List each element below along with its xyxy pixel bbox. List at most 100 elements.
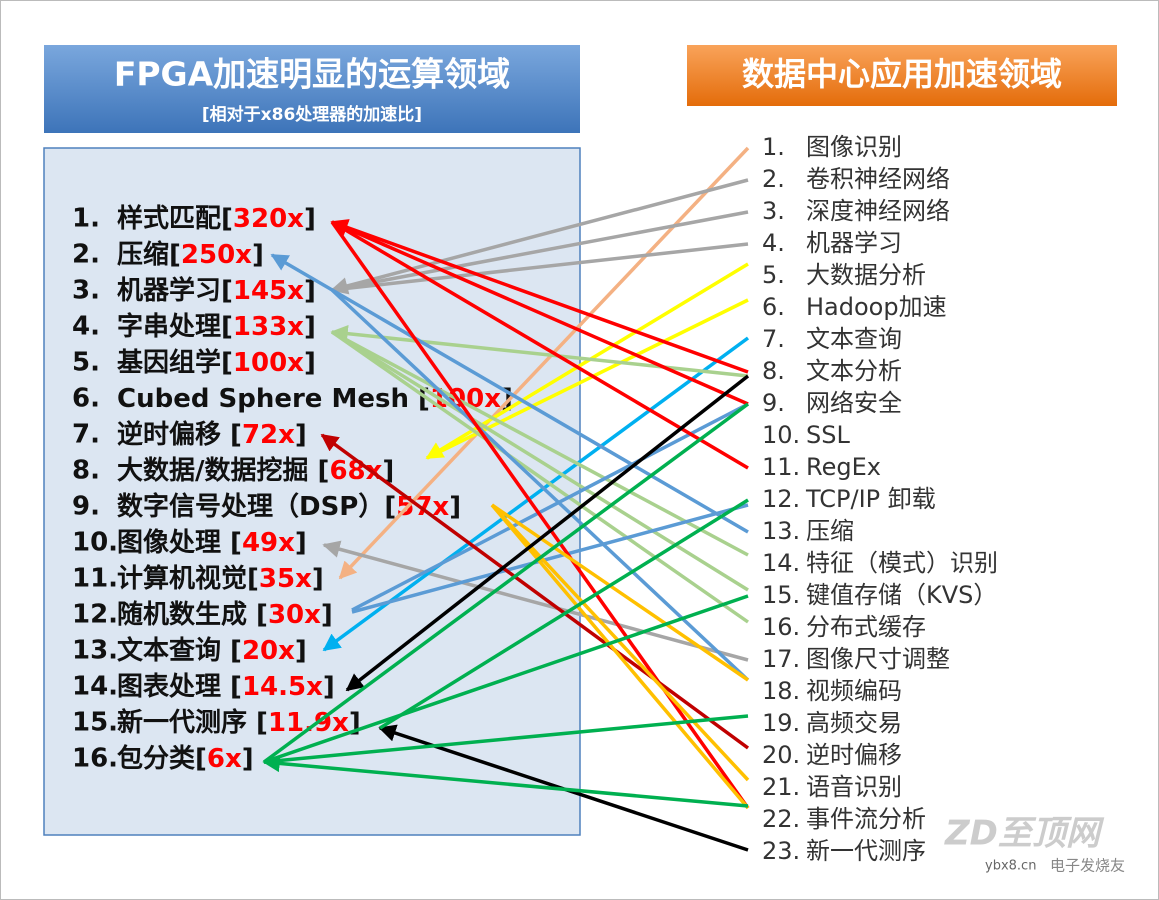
item-label: 字串处理[133x] bbox=[117, 311, 316, 342]
item-number: 7. bbox=[762, 325, 785, 353]
left-list: 1. 样式匹配[320x] 2. 压缩[250x] 3. 机器学习[145x] 4. 字串处理… bbox=[72, 203, 513, 774]
item-number: 19. bbox=[762, 709, 800, 737]
item-bracket: ] bbox=[242, 744, 254, 774]
item-label: 高频交易 bbox=[806, 709, 902, 737]
speedup: 145x bbox=[233, 276, 304, 306]
item-label: 图表处理 [14.5x] bbox=[117, 672, 335, 702]
left-panel bbox=[43, 147, 581, 836]
connector bbox=[330, 324, 749, 378]
item-number: 10. bbox=[72, 528, 118, 558]
item-number: 5. bbox=[762, 261, 785, 289]
connector bbox=[351, 402, 749, 612]
item-number: 13. bbox=[762, 517, 800, 545]
item-label: 机器学习[145x] bbox=[117, 275, 316, 306]
item-number: 9. bbox=[72, 492, 100, 522]
item-bracket: ] bbox=[449, 492, 461, 522]
speedup: 35x bbox=[259, 564, 312, 594]
item-number: 6. bbox=[762, 293, 785, 321]
item-number: 4. bbox=[72, 312, 100, 342]
left-subtitle: [相对于x86处理器的加速比] bbox=[202, 104, 422, 125]
item-bracket: ] bbox=[295, 636, 307, 666]
connector bbox=[322, 540, 749, 662]
left-header-box bbox=[44, 45, 580, 133]
item-name: 图表处理 [ bbox=[117, 672, 242, 702]
item-bracket: ] bbox=[304, 276, 316, 306]
item-name: 数字信号处理（DSP）[ bbox=[117, 491, 396, 522]
speedup: 320x bbox=[233, 204, 304, 234]
item-label: 视频编码 bbox=[806, 677, 902, 705]
item-name: 字串处理[ bbox=[117, 311, 233, 342]
item-label: 逆时偏移 bbox=[806, 741, 902, 769]
item-label: RegEx bbox=[806, 453, 881, 481]
item-number: 15. bbox=[72, 708, 118, 738]
connector bbox=[331, 330, 749, 557]
item-number: 1. bbox=[762, 133, 785, 161]
item-label: 文本查询 [20x] bbox=[117, 635, 307, 666]
item-name: 计算机视觉[ bbox=[117, 563, 259, 594]
watermark: ZD至顶网 bbox=[944, 814, 1105, 854]
item-bracket: ] bbox=[312, 564, 324, 594]
connector bbox=[270, 253, 749, 534]
item-number: 23. bbox=[762, 837, 800, 865]
speedup: 72x bbox=[242, 420, 295, 450]
speedup: 6x bbox=[207, 744, 242, 774]
item-label: 网络安全 bbox=[806, 389, 902, 417]
speedup: 14.5x bbox=[242, 672, 323, 702]
item-number: 20. bbox=[762, 741, 800, 769]
item-label: 压缩 bbox=[806, 517, 854, 545]
item-name: 新一代测序 [ bbox=[117, 707, 268, 738]
right-header-box bbox=[687, 45, 1117, 106]
item-bracket: ] bbox=[295, 528, 307, 558]
item-name: 样式匹配[ bbox=[117, 203, 233, 234]
item-label: 卷积神经网络 bbox=[806, 165, 950, 193]
item-label: TCP/IP 卸载 bbox=[805, 485, 936, 513]
connector bbox=[330, 330, 750, 624]
item-name: 文本查询 [ bbox=[117, 635, 242, 666]
item-label: 数字信号处理（DSP）[57x] bbox=[117, 491, 461, 522]
item-label: 文本查询 bbox=[806, 325, 902, 353]
speedup: 49x bbox=[242, 528, 295, 558]
item-number: 16. bbox=[762, 613, 800, 641]
item-label: 随机数生成 [30x] bbox=[117, 599, 333, 630]
item-label: 特征（模式）识别 bbox=[806, 549, 998, 577]
item-number: 14. bbox=[762, 549, 800, 577]
connector bbox=[331, 210, 749, 292]
item-number: 5. bbox=[72, 348, 100, 378]
item-number: 16. bbox=[72, 744, 118, 774]
speedup: 100x bbox=[233, 348, 304, 378]
connector bbox=[330, 288, 750, 682]
item-label: 逆时偏移 [72x] bbox=[117, 419, 307, 450]
item-label: 文本分析 bbox=[806, 357, 902, 385]
item-bracket: ] bbox=[323, 672, 335, 702]
item-number: 10. bbox=[762, 421, 800, 449]
item-number: 17. bbox=[762, 645, 800, 673]
item-label: 语音识别 bbox=[806, 773, 902, 801]
item-number: 12. bbox=[762, 485, 800, 513]
item-bracket: ] bbox=[382, 456, 394, 486]
item-name: 大数据/数据挖掘 [ bbox=[117, 455, 329, 486]
item-label: 分布式缓存 bbox=[806, 613, 926, 641]
connector bbox=[491, 503, 749, 682]
item-bracket: ] bbox=[304, 204, 316, 234]
item-label: 包分类[6x] bbox=[117, 743, 254, 774]
connector bbox=[262, 402, 750, 764]
item-bracket: ] bbox=[252, 240, 264, 270]
connector bbox=[351, 503, 749, 614]
item-name: 图像处理 [ bbox=[117, 528, 242, 558]
connector bbox=[338, 146, 750, 580]
connector bbox=[320, 433, 750, 750]
item-label: 计算机视觉[35x] bbox=[117, 563, 324, 594]
item-number: 6. bbox=[72, 384, 100, 414]
item-label: 基因组学[100x] bbox=[117, 347, 316, 378]
connector bbox=[345, 374, 750, 692]
item-name: 逆时偏移 [ bbox=[117, 419, 242, 450]
speedup: 250x bbox=[181, 240, 252, 270]
item-number: 11. bbox=[72, 564, 118, 594]
connector bbox=[330, 219, 749, 374]
item-number: 3. bbox=[72, 276, 100, 306]
connector bbox=[490, 503, 750, 810]
connector bbox=[331, 242, 749, 292]
watermark: ybx8.cn bbox=[985, 859, 1036, 874]
item-number: 22. bbox=[762, 805, 800, 833]
